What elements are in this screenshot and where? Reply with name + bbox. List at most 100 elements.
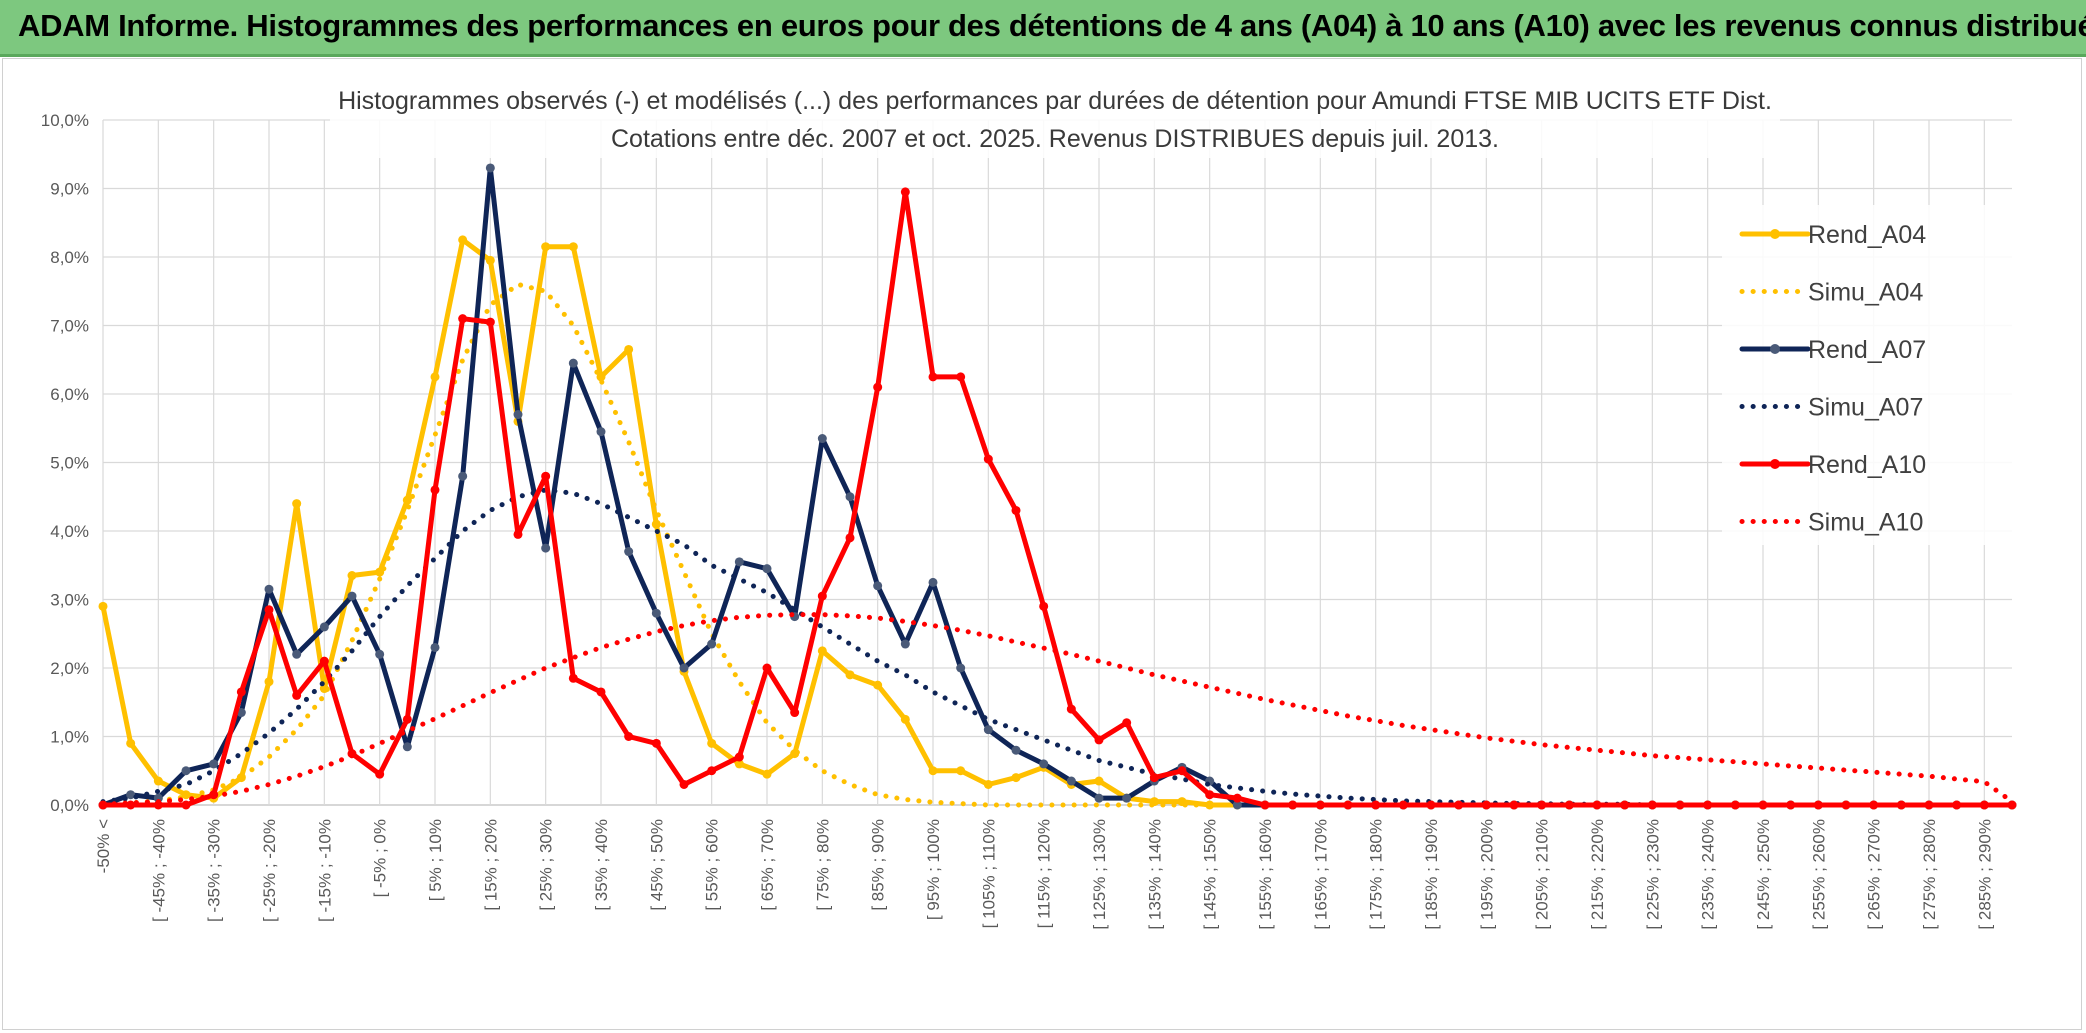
data-point-rend-a04 (1094, 776, 1104, 786)
data-point-rend-a04 (98, 601, 108, 611)
data-point-rend-a10 (264, 605, 274, 615)
data-point-rend-a10 (1841, 800, 1851, 810)
data-point-rend-a04 (458, 235, 468, 245)
y-tick-label: 4,0% (50, 522, 89, 541)
data-point-rend-a10 (790, 708, 800, 718)
data-point-rend-a10 (707, 766, 717, 776)
data-point-rend-a07 (762, 564, 772, 574)
data-point-rend-a04 (983, 779, 993, 789)
data-point-rend-a10 (928, 372, 938, 382)
x-tick-label: [ 255% ; 260% (1809, 819, 1828, 930)
data-point-rend-a07 (596, 427, 606, 437)
data-point-rend-a10 (375, 769, 385, 779)
y-tick-label: 3,0% (50, 591, 89, 610)
y-tick-label: 5,0% (50, 454, 89, 473)
data-point-rend-a04 (873, 680, 883, 690)
data-point-rend-a07 (707, 639, 717, 649)
data-point-rend-a07 (1122, 793, 1132, 803)
data-point-rend-a04 (596, 372, 606, 382)
x-tick-label: [ -5% ; 0% (371, 819, 390, 897)
series-line-simu-a10 (100, 612, 2015, 807)
x-tick-label: [ 95% ; 100% (924, 819, 943, 920)
legend-marker-rend-a04 (1770, 229, 1780, 239)
x-tick-label: [ 195% ; 200% (1477, 819, 1496, 930)
chart-title: Histogrammes observés (-) et modélisés (… (330, 82, 1780, 158)
data-point-rend-a10 (762, 663, 772, 673)
y-tick-label: 6,0% (50, 385, 89, 404)
legend-marker-rend-a10 (1770, 459, 1780, 469)
chart-frame (2, 58, 2082, 1030)
data-point-rend-a10 (1813, 800, 1823, 810)
data-point-rend-a10 (1288, 800, 1298, 810)
data-point-rend-a10 (845, 533, 855, 543)
data-point-rend-a10 (485, 317, 495, 327)
data-point-rend-a07 (1066, 776, 1076, 786)
data-point-rend-a07 (817, 434, 827, 444)
data-point-rend-a10 (292, 690, 302, 700)
data-point-rend-a10 (402, 714, 412, 724)
legend-label-rend-a10: Rend_A10 (1808, 451, 1926, 479)
data-point-rend-a07 (458, 471, 468, 481)
data-point-rend-a04 (845, 670, 855, 680)
data-point-rend-a04 (402, 495, 412, 505)
x-tick-label: [ 125% ; 130% (1090, 819, 1109, 930)
y-tick-label: 9,0% (50, 180, 89, 199)
data-point-rend-a10 (1066, 704, 1076, 714)
x-tick-label: [ 15% ; 20% (481, 819, 500, 911)
data-point-rend-a10 (1509, 800, 1519, 810)
x-tick-label: [ 205% ; 210% (1533, 819, 1552, 930)
data-point-rend-a07 (983, 725, 993, 735)
data-point-rend-a07 (126, 790, 136, 800)
legend-marker-rend-a07 (1770, 344, 1780, 354)
legend-box (1722, 205, 2012, 545)
x-tick-label: [ 275% ; 280% (1920, 819, 1939, 930)
data-point-rend-a07 (1039, 759, 1049, 769)
x-tick-label: [ 265% ; 270% (1865, 819, 1884, 930)
data-point-rend-a07 (568, 358, 578, 368)
data-point-rend-a04 (624, 344, 634, 354)
data-point-rend-a04 (817, 646, 827, 656)
x-tick-label: [ 245% ; 250% (1754, 819, 1773, 930)
data-point-rend-a07 (651, 608, 661, 618)
data-point-rend-a10 (236, 687, 246, 697)
x-tick-label: [ -25% ; -20% (260, 819, 279, 922)
data-point-rend-a10 (1952, 800, 1962, 810)
data-point-rend-a04 (568, 242, 578, 252)
data-point-rend-a07 (236, 708, 246, 718)
series-line-rend-a10 (100, 189, 2015, 808)
data-point-rend-a10 (1011, 505, 1021, 515)
data-point-rend-a10 (1343, 800, 1353, 810)
data-point-rend-a07 (900, 639, 910, 649)
data-point-rend-a10 (679, 779, 689, 789)
data-point-rend-a04 (734, 759, 744, 769)
x-tick-label: [ 235% ; 240% (1699, 819, 1718, 930)
data-point-rend-a04 (900, 714, 910, 724)
data-point-rend-a07 (485, 163, 495, 173)
data-point-rend-a10 (1620, 800, 1630, 810)
data-point-rend-a07 (402, 742, 412, 752)
data-point-rend-a10 (1426, 800, 1436, 810)
data-point-rend-a10 (1675, 800, 1685, 810)
x-tick-label: [ 25% ; 30% (537, 819, 556, 911)
data-point-rend-a07 (513, 410, 523, 420)
legend-label-simu-a07: Simu_A07 (1808, 394, 1923, 422)
x-tick-label: [ 175% ; 180% (1367, 819, 1386, 930)
data-point-rend-a10 (624, 732, 634, 741)
data-point-rend-a10 (1869, 800, 1879, 810)
data-point-rend-a10 (568, 673, 578, 683)
data-point-rend-a07 (679, 663, 689, 673)
legend-label-simu-a10: Simu_A10 (1808, 509, 1923, 537)
data-point-rend-a04 (485, 255, 495, 265)
data-point-rend-a10 (1398, 800, 1408, 810)
x-tick-label: [ -45% ; -40% (149, 819, 168, 922)
data-point-rend-a07 (347, 591, 357, 601)
data-point-rend-a04 (1011, 773, 1021, 783)
data-point-rend-a10 (319, 656, 329, 666)
data-point-rend-a10 (983, 454, 993, 464)
data-point-rend-a07 (928, 577, 938, 587)
y-tick-label: 2,0% (50, 659, 89, 678)
y-tick-label: 8,0% (50, 248, 89, 267)
x-tick-label: [ 105% ; 110% (979, 819, 998, 928)
report-banner: ADAM Informe. Histogrammes des performan… (0, 0, 2086, 57)
legend-label-rend-a04: Rend_A04 (1808, 221, 1926, 249)
